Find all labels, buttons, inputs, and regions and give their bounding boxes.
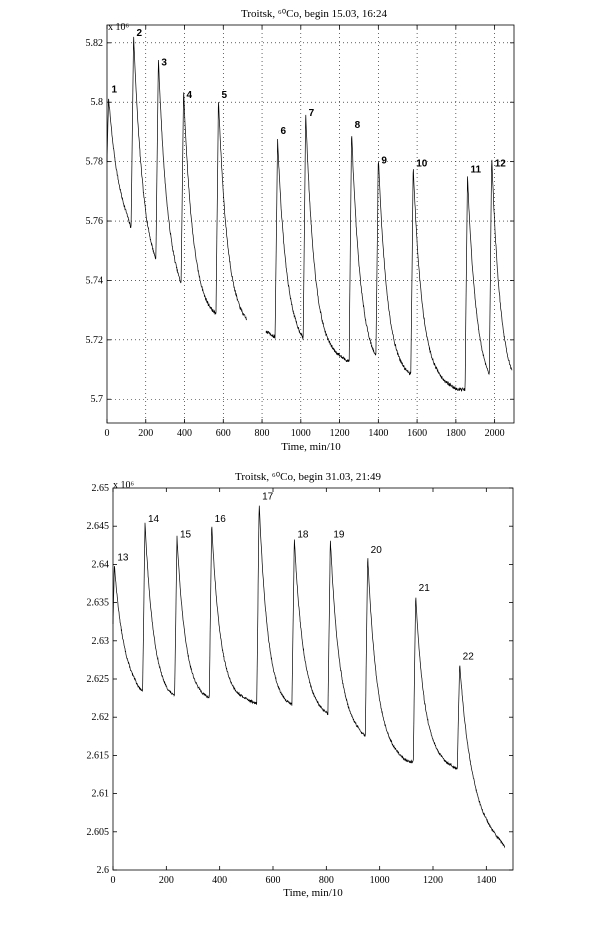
- peak-label: 12: [495, 159, 507, 170]
- peak-label: 18: [297, 529, 309, 540]
- peak-label: 14: [148, 514, 160, 525]
- peak-label: 11: [470, 164, 481, 175]
- peak-label: 22: [463, 652, 475, 663]
- x-tick-label: 2000: [485, 428, 505, 439]
- chart-top-title: Troitsk, ⁶⁰Co, begin 15.03, 16:24: [241, 8, 387, 20]
- series-line-segment: [265, 114, 513, 392]
- peak-label: 16: [215, 514, 227, 525]
- y-tick-label: 2.615: [87, 750, 110, 761]
- series-line-segment: [106, 36, 247, 321]
- chart-bottom-peak-labels: 13 14 15 16 17 18 19 20 21 22: [117, 491, 474, 662]
- x-tick-label: 1200: [423, 875, 443, 886]
- x-tick-label: 400: [177, 428, 192, 439]
- peak-label: 7: [309, 108, 315, 119]
- chart-top: Troitsk, ⁶⁰Co, begin 15.03, 16:24 x 10⁶ …: [86, 8, 515, 453]
- chart-bottom-frame: [112, 487, 514, 871]
- y-tick-label: 5.72: [86, 335, 104, 346]
- peak-label: 6: [281, 126, 287, 137]
- y-tick-label: 5.7: [91, 394, 104, 405]
- peak-label: 9: [381, 156, 387, 167]
- y-tick-label: 2.64: [92, 559, 110, 570]
- chart-top-ticks: 0 200 400 600 800 1000 1200 1400 1600 1800 2000 5.7…: [86, 25, 514, 439]
- x-tick-label: 1600: [407, 428, 427, 439]
- y-tick-label: 5.82: [86, 38, 104, 49]
- peak-label: 21: [419, 583, 431, 594]
- peak-label: 20: [371, 545, 383, 556]
- peak-label: 2: [137, 28, 143, 39]
- y-tick-label: 5.74: [86, 275, 104, 286]
- peak-label: 5: [221, 90, 227, 101]
- chart-bottom: Troitsk, ⁶⁰Co, begin 31.03, 21:49 x 10⁶ …: [87, 471, 514, 899]
- y-tick-label: 2.605: [87, 827, 110, 838]
- y-tick-label: 2.61: [92, 789, 110, 800]
- peak-label: 15: [180, 529, 192, 540]
- y-tick-label: 5.8: [91, 97, 104, 108]
- x-tick-label: 0: [111, 875, 116, 886]
- peak-label: 10: [416, 159, 428, 170]
- x-tick-label: 1400: [368, 428, 388, 439]
- y-tick-label: 2.62: [92, 712, 110, 723]
- chart-top-exponent: x 10⁶: [108, 22, 130, 33]
- peak-label: 17: [262, 491, 274, 502]
- chart-bottom-exponent: x 10⁶: [113, 480, 135, 491]
- x-tick-label: 200: [138, 428, 153, 439]
- y-tick-label: 2.635: [87, 598, 110, 609]
- chart-bottom-ticks: 0 200 400 600 800 1000 1200 1400 2.6 2.605 2.61 2.6…: [87, 483, 513, 886]
- series-line-segment: [112, 505, 506, 849]
- chart-top-xlabel: Time, min/10: [281, 441, 341, 453]
- chart-bottom-xlabel: Time, min/10: [283, 887, 343, 899]
- x-tick-label: 0: [105, 428, 110, 439]
- y-tick-label: 2.6: [97, 865, 110, 876]
- x-tick-label: 600: [216, 428, 231, 439]
- peak-label: 13: [117, 552, 129, 563]
- x-tick-label: 1000: [370, 875, 390, 886]
- y-tick-label: 5.76: [86, 216, 104, 227]
- peak-label: 8: [355, 120, 361, 131]
- x-tick-label: 800: [255, 428, 270, 439]
- x-tick-label: 800: [319, 875, 334, 886]
- y-tick-label: 2.645: [87, 521, 110, 532]
- chart-top-frame: [106, 24, 515, 424]
- x-tick-label: 400: [212, 875, 227, 886]
- peak-label: 3: [161, 58, 167, 69]
- y-tick-label: 5.78: [86, 157, 104, 168]
- chart-bottom-series: [112, 505, 506, 849]
- chart-top-grid: [107, 25, 514, 423]
- y-tick-label: 2.63: [92, 636, 110, 647]
- x-tick-label: 1000: [291, 428, 311, 439]
- x-tick-label: 200: [159, 875, 174, 886]
- y-tick-label: 2.65: [92, 483, 110, 494]
- x-tick-label: 1800: [446, 428, 466, 439]
- x-tick-label: 600: [266, 875, 281, 886]
- y-tick-label: 2.625: [87, 674, 110, 685]
- peak-label: 19: [333, 529, 345, 540]
- chart-bottom-title: Troitsk, ⁶⁰Co, begin 31.03, 21:49: [235, 471, 381, 483]
- peak-label: 4: [187, 90, 193, 101]
- peak-label: 1: [112, 84, 118, 95]
- x-tick-label: 1400: [476, 875, 496, 886]
- x-tick-label: 1200: [330, 428, 350, 439]
- chart-top-series: [106, 36, 513, 392]
